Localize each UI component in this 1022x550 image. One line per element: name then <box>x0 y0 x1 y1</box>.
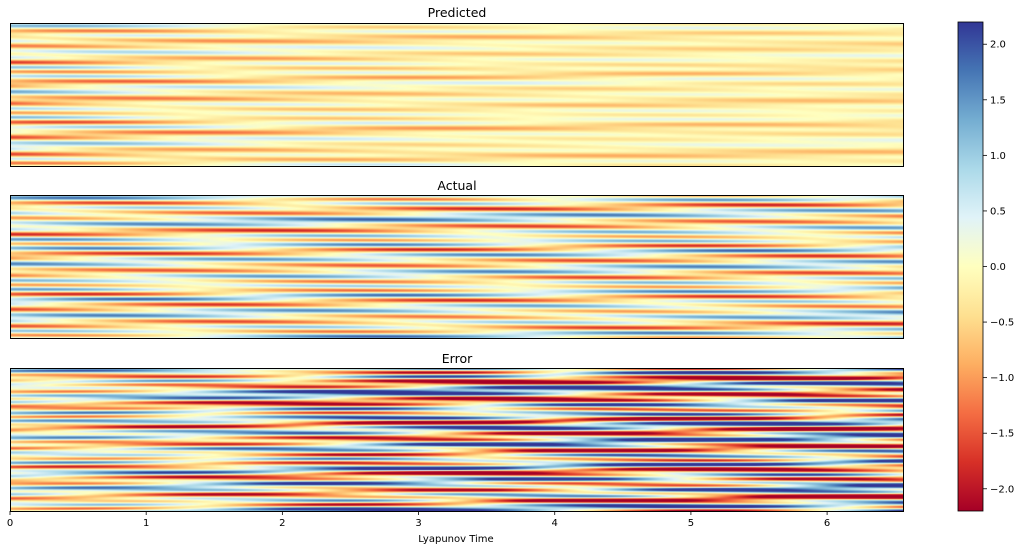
colorbar-tick-label: 0.5 <box>990 206 1006 217</box>
colorbar: 2.0 1.5 1.0 0.5 0.0 −0.5 −1.0 −1.5 −2.0 <box>957 21 1014 512</box>
colorbar-tick-label: 2.0 <box>990 40 1006 51</box>
x-tick-label: 1 <box>143 518 149 529</box>
x-ticks: 0 1 2 3 4 5 6 <box>7 511 830 529</box>
x-axis-label: Lyapunov Time <box>418 534 493 545</box>
x-axis: 0 1 2 3 4 5 6 Lyapunov Time <box>7 511 830 545</box>
panel-title-actual: Actual <box>437 178 477 193</box>
colorbar-tick-label: 1.0 <box>990 151 1006 162</box>
colorbar-tick-label: −1.0 <box>990 373 1014 384</box>
colorbar-tick-label: −2.0 <box>990 484 1014 495</box>
x-tick-label: 3 <box>415 518 421 529</box>
x-tick-label: 5 <box>688 518 694 529</box>
x-tick-label: 6 <box>824 518 830 529</box>
heatmap-actual <box>10 195 904 339</box>
heatmap-error <box>10 368 904 512</box>
heatmap-predicted <box>10 23 904 167</box>
colorbar-tick-label: 1.5 <box>990 95 1006 106</box>
heatmap-actual-canvas <box>11 196 903 338</box>
x-tick-label: 2 <box>279 518 285 529</box>
colorbar-ticks: 2.0 1.5 1.0 0.5 0.0 −0.5 −1.0 −1.5 −2.0 <box>983 40 1014 495</box>
panel-title-error: Error <box>441 351 473 366</box>
colorbar-tick-label: −0.5 <box>990 318 1014 329</box>
heatmap-error-canvas <box>11 369 903 511</box>
panel-title-predicted: Predicted <box>427 5 487 20</box>
x-tick-label: 0 <box>7 518 13 529</box>
colorbar-tick-label: 0.0 <box>990 262 1006 273</box>
colorbar-gradient <box>957 21 984 512</box>
heatmap-predicted-canvas <box>11 24 903 166</box>
x-tick-label: 4 <box>552 518 558 529</box>
colorbar-tick-label: −1.5 <box>990 429 1014 440</box>
